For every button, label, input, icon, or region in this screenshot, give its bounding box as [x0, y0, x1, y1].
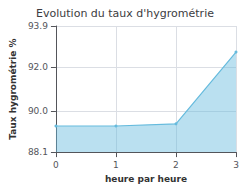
- svg-text:93.9: 93.9: [28, 21, 48, 31]
- svg-text:Taux hygrométrie %: Taux hygrométrie %: [8, 38, 18, 139]
- svg-text:2: 2: [173, 160, 179, 170]
- svg-text:92.0: 92.0: [28, 62, 48, 72]
- svg-text:88.1: 88.1: [28, 147, 48, 157]
- svg-text:90.0: 90.0: [28, 106, 48, 116]
- svg-text:1: 1: [113, 160, 119, 170]
- svg-text:heure par heure: heure par heure: [105, 174, 187, 184]
- svg-text:3: 3: [233, 160, 239, 170]
- svg-text:0: 0: [53, 160, 59, 170]
- svg-text:Evolution du taux d'hygrométri: Evolution du taux d'hygrométrie: [36, 7, 214, 20]
